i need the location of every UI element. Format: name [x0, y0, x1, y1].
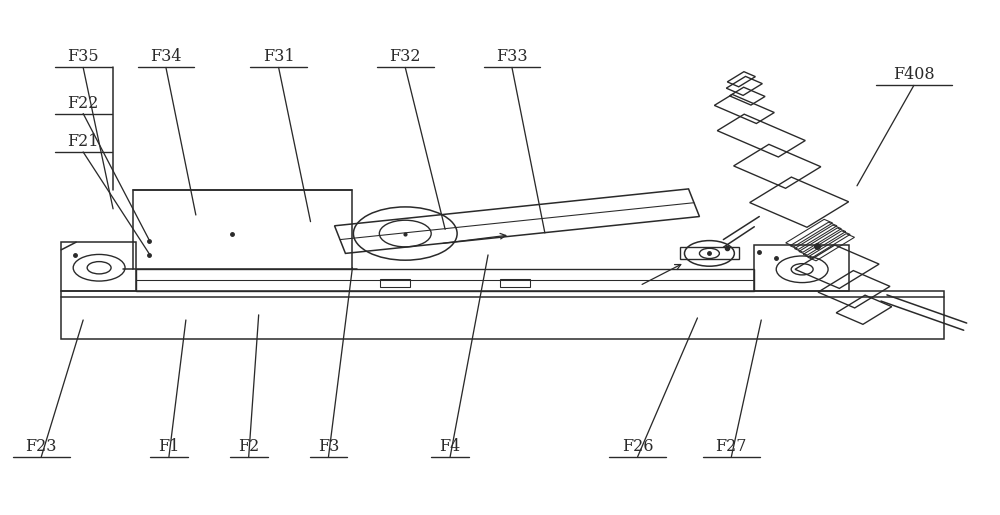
Text: F26: F26 [622, 438, 653, 455]
Text: F22: F22 [67, 95, 99, 112]
Bar [500, 279, 530, 287]
Text: F33: F33 [496, 48, 528, 65]
Text: F35: F35 [67, 48, 99, 65]
Text: F4: F4 [440, 438, 461, 455]
Text: F408: F408 [893, 66, 935, 83]
Bar [136, 269, 754, 291]
Text: F3: F3 [318, 438, 339, 455]
Text: F21: F21 [67, 133, 99, 150]
Bar [61, 242, 136, 291]
Bar [61, 291, 944, 339]
Text: F2: F2 [238, 438, 259, 455]
Bar [133, 190, 352, 269]
Text: F1: F1 [158, 438, 180, 455]
Text: F32: F32 [390, 48, 421, 65]
Text: F23: F23 [26, 438, 57, 455]
Text: F34: F34 [150, 48, 182, 65]
Text: F31: F31 [263, 48, 294, 65]
Bar [754, 245, 849, 291]
Text: F27: F27 [716, 438, 747, 455]
Bar [380, 279, 410, 287]
